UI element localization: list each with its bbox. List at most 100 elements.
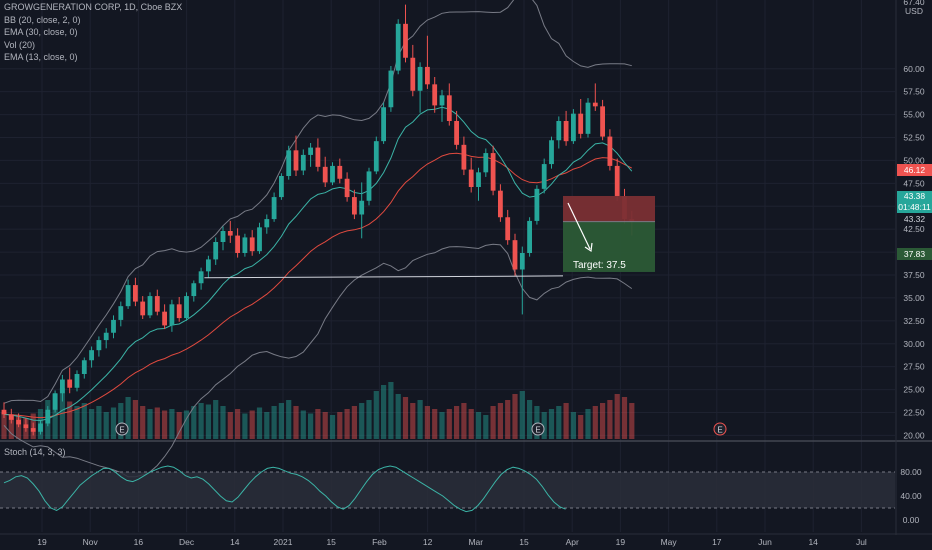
volume-bar [52,394,58,439]
price-tick-label: 50.00 [903,155,925,165]
candle-body [454,121,459,145]
candle-body [505,217,511,241]
price-tick-label: 55.00 [903,110,925,120]
volume-bar [96,406,102,439]
time-tick-label: Jul [856,537,867,547]
current-price-tag: 43.32 [897,213,932,225]
candle-body [600,106,605,137]
candle-body [556,121,562,141]
volume-bar [74,406,80,439]
candle-body [213,242,219,260]
trade-annotations[interactable]: Target: 37.5 [204,195,655,279]
volume-bar [344,409,350,439]
volume-bar [315,409,321,439]
candle-body [439,95,445,106]
earnings-marker: E [531,422,545,436]
volume-bar [220,406,226,439]
price-tick-label: 67.40 [903,0,925,7]
candle-body [352,197,357,215]
time-tick-label: 12 [423,537,433,547]
candle-body [527,220,532,253]
earnings-marker-circle [713,422,727,436]
volume-bar [227,412,233,439]
candle-body [154,296,160,312]
candle-body [16,419,21,425]
time-tick-label: 2021 [274,537,293,547]
volume-bar [490,406,496,439]
price-tick-label: 47.50 [903,178,925,188]
candle-body [162,311,167,326]
candle-body [322,166,328,183]
time-tick-label: Nov [83,537,99,547]
currency-label: USD [905,6,923,16]
volume-bar [629,403,635,439]
candle-body [308,147,313,155]
bar-countdown: 01:48:11 [898,202,931,212]
volume-bar [337,412,343,439]
volume-bar [205,404,211,439]
volume-bar [140,406,146,439]
candle-body [227,231,233,236]
price-tick-label: 22.50 [903,408,925,418]
candle-body [1,409,7,415]
legend-vol[interactable]: Vol (20) [4,39,36,50]
candle-body [125,285,131,307]
time-tick-label: May [661,537,678,547]
candle-body [330,165,335,183]
candle-body [30,428,36,432]
volume-bar [264,412,270,439]
candle-body [337,165,343,179]
volume-bar [548,409,555,439]
volume-bar [621,397,628,439]
volume-bar [286,400,292,439]
stop-zone [563,195,655,222]
target-zone [563,221,655,272]
time-tick-label: 19 [616,537,626,547]
volume-bar [475,412,482,439]
candle-body [184,296,189,319]
volume-bar [600,403,606,439]
volume-bar [497,403,503,439]
volume-bar [519,391,525,439]
candle-body [425,66,430,85]
volume-bar [118,403,124,439]
candle-body [176,304,182,319]
candle-body [403,23,408,58]
legend-ema13[interactable]: EMA (13, close, 0) [4,52,78,62]
volume-bar [483,415,489,439]
candle-body [388,70,394,108]
projection-arrow [567,202,591,250]
target-price-tag: 37.83 [897,248,932,260]
volume-bar [439,412,445,439]
time-tick-label: 16 [134,537,144,547]
price-tick-label: 27.50 [903,362,925,372]
volume-bar [614,394,620,439]
legend-symbol[interactable]: GROWGENERATION CORP, 1D, Cboe BZX [4,2,183,12]
legend-bb[interactable]: BB (20, close, 2, 0) [4,14,81,25]
time-tick-label: 17 [712,537,722,547]
candle-body [592,102,598,107]
time-tick-label: 14 [230,537,240,547]
volume-bar [89,409,95,439]
candle-body [417,66,423,91]
candle-body [286,150,292,176]
earnings-marker: E [115,422,129,436]
legend-stoch[interactable]: Stoch (14, 3, 3) [4,447,66,457]
bb-upper-line [3,0,632,404]
legend-ema30[interactable]: EMA (30, close, 0) [4,27,78,37]
candle-body [249,237,255,252]
candle-body [607,136,613,166]
candle-body [549,140,554,165]
volume-bar [446,409,452,439]
volume-bar [578,415,584,439]
price-tick-label: 52.50 [903,133,925,143]
candle-body [446,95,452,121]
bollinger-bands [3,0,633,478]
volume-bar [527,400,533,439]
candle-body [198,271,204,284]
volume-bar [169,409,175,439]
volume-bar [67,401,73,439]
candle-body [235,235,240,253]
